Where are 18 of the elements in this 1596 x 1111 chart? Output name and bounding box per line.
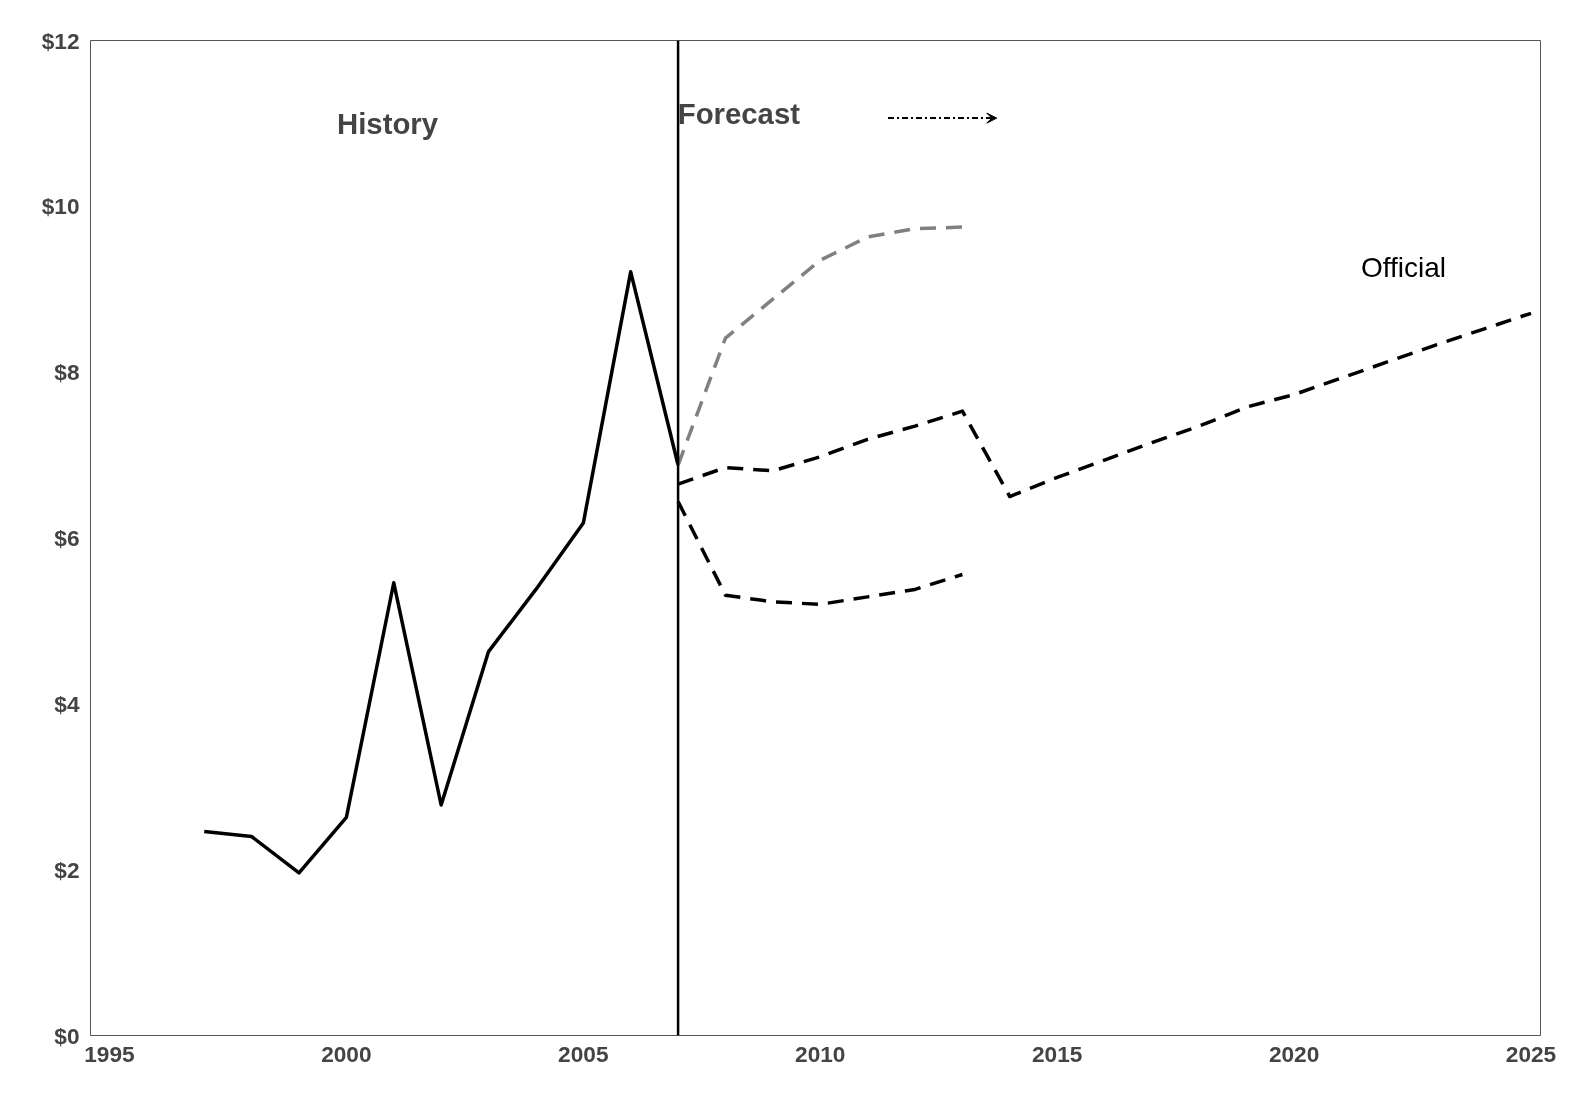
x-tick-label: 2000 [321, 1040, 372, 1067]
x-tick-label: 2020 [1268, 1040, 1320, 1067]
annotation: Forecast [677, 97, 801, 131]
x-tick-label: 2010 [795, 1040, 846, 1067]
x-tick-label: 2025 [1505, 1040, 1557, 1067]
y-tick-label: $2 [54, 856, 80, 883]
y-tick-label: $10 [41, 193, 80, 220]
line-series [676, 225, 965, 467]
y-tick-label: $6 [54, 525, 80, 551]
x-tick-label: 2015 [1031, 1040, 1083, 1067]
y-tick-label: $12 [41, 27, 80, 54]
x-tick-label: 1995 [84, 1040, 135, 1067]
x-tick-label: 2005 [558, 1040, 609, 1067]
y-tick-label: $0 [54, 1022, 80, 1049]
y-tick-label: $4 [54, 690, 80, 717]
annotation: History [337, 107, 439, 140]
series-label: Official [1361, 252, 1447, 284]
y-tick-label: $8 [54, 359, 80, 386]
